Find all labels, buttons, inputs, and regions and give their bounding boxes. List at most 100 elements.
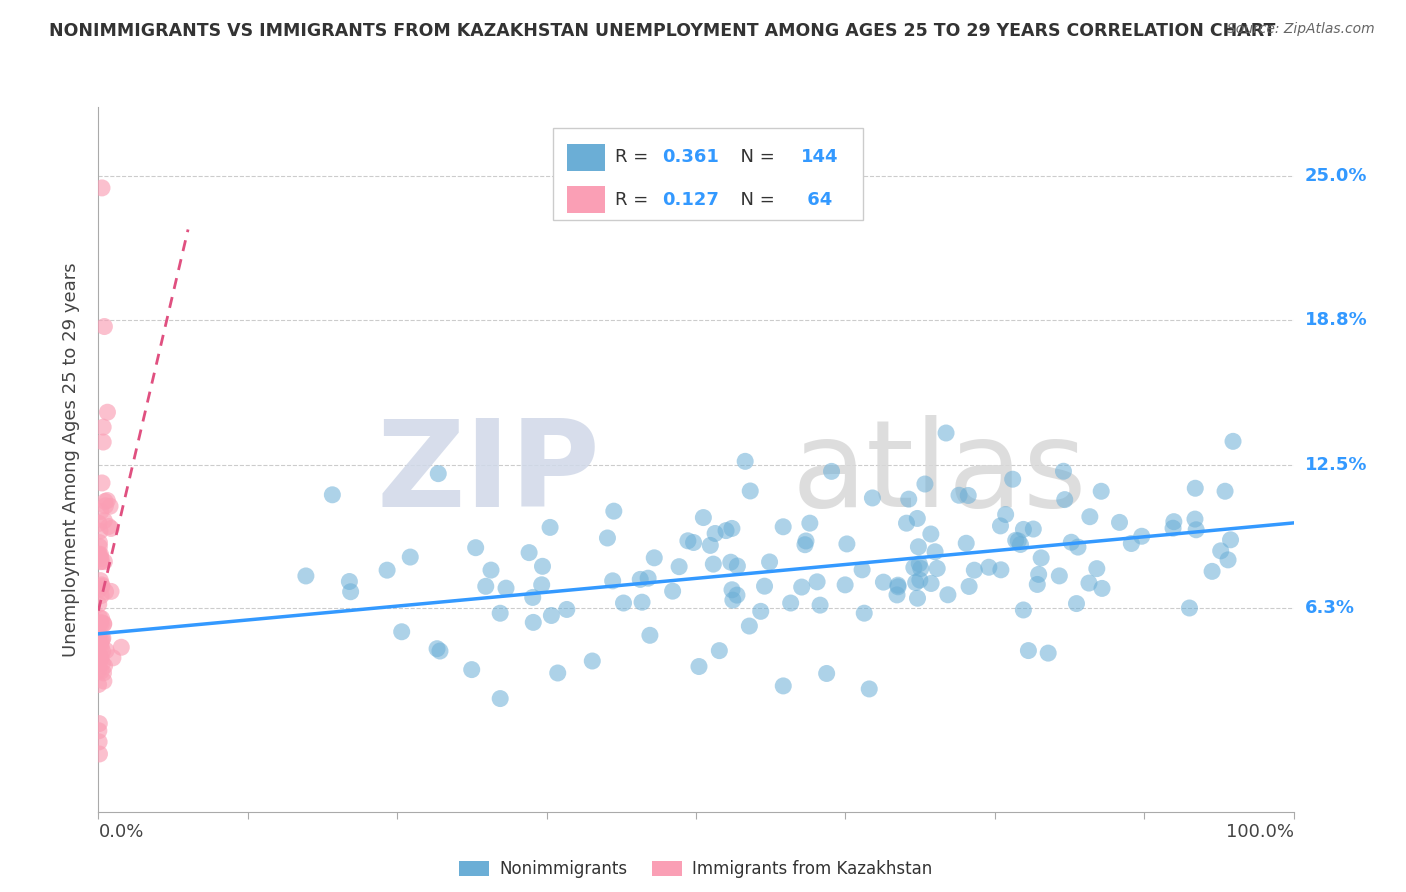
Legend: Nonimmigrants, Immigrants from Kazakhstan: Nonimmigrants, Immigrants from Kazakhsta… bbox=[453, 853, 939, 885]
Point bbox=[87, 628, 110, 642]
Point bbox=[1060, 535, 1083, 549]
Point bbox=[90, 615, 112, 630]
Point bbox=[904, 575, 927, 590]
Point bbox=[1022, 522, 1045, 536]
Point bbox=[1067, 540, 1090, 554]
Point bbox=[94, 499, 117, 513]
Point bbox=[91, 475, 114, 490]
Point bbox=[91, 632, 114, 647]
Point bbox=[93, 616, 115, 631]
Point bbox=[1213, 484, 1236, 499]
Point bbox=[89, 747, 111, 761]
Point bbox=[531, 559, 554, 574]
Point bbox=[714, 524, 737, 538]
Point bbox=[631, 595, 654, 609]
Point bbox=[887, 580, 910, 594]
Point bbox=[90, 617, 112, 632]
Point bbox=[734, 454, 756, 468]
Point bbox=[495, 581, 517, 595]
Point bbox=[91, 420, 114, 434]
Point bbox=[555, 602, 578, 616]
Point bbox=[709, 643, 731, 657]
Point bbox=[93, 665, 115, 680]
Point bbox=[100, 584, 122, 599]
Point bbox=[1026, 577, 1049, 591]
Point bbox=[749, 604, 772, 618]
Point bbox=[738, 619, 761, 633]
Point bbox=[429, 644, 451, 658]
Point bbox=[851, 563, 873, 577]
Point bbox=[603, 504, 626, 518]
Point bbox=[910, 561, 932, 575]
Point bbox=[955, 536, 977, 550]
Point bbox=[1052, 464, 1074, 478]
Point bbox=[91, 435, 114, 450]
Point bbox=[489, 691, 512, 706]
Point bbox=[89, 574, 111, 588]
Point bbox=[1012, 523, 1035, 537]
Point bbox=[90, 651, 112, 665]
Point bbox=[1038, 646, 1060, 660]
Point bbox=[799, 516, 821, 531]
Point bbox=[806, 574, 828, 589]
Point bbox=[89, 656, 111, 670]
Point bbox=[295, 569, 318, 583]
Point bbox=[90, 554, 112, 568]
Point bbox=[1078, 509, 1101, 524]
Point bbox=[94, 584, 117, 599]
Point bbox=[676, 533, 699, 548]
Point bbox=[93, 674, 115, 689]
Point bbox=[339, 584, 361, 599]
Point bbox=[87, 629, 110, 643]
Point bbox=[1007, 533, 1029, 548]
Point bbox=[89, 524, 111, 538]
Point bbox=[538, 520, 561, 534]
Point bbox=[682, 535, 704, 549]
Point bbox=[907, 540, 929, 554]
Point bbox=[1209, 544, 1232, 558]
Point bbox=[1108, 516, 1130, 530]
Point bbox=[927, 561, 949, 575]
Point bbox=[100, 521, 122, 535]
Point bbox=[1031, 550, 1053, 565]
Point bbox=[914, 477, 936, 491]
Point bbox=[721, 521, 744, 535]
Point bbox=[87, 582, 110, 597]
Point bbox=[90, 580, 112, 594]
Point bbox=[110, 640, 132, 655]
Point bbox=[790, 580, 813, 594]
Point bbox=[720, 555, 742, 569]
Point bbox=[936, 588, 959, 602]
Point bbox=[337, 574, 360, 589]
Bar bbox=[567, 186, 605, 213]
Point bbox=[1001, 472, 1024, 486]
Point bbox=[96, 643, 118, 657]
Point bbox=[721, 582, 744, 597]
Y-axis label: Unemployment Among Ages 25 to 29 years: Unemployment Among Ages 25 to 29 years bbox=[62, 262, 80, 657]
Point bbox=[375, 563, 398, 577]
Point bbox=[1012, 603, 1035, 617]
Text: atlas: atlas bbox=[792, 415, 1087, 532]
Point bbox=[87, 677, 110, 691]
Point bbox=[948, 488, 970, 502]
Text: 25.0%: 25.0% bbox=[1305, 168, 1367, 186]
Point bbox=[1017, 643, 1039, 657]
Point bbox=[96, 405, 118, 419]
Point bbox=[96, 493, 118, 508]
Text: 144: 144 bbox=[801, 148, 838, 167]
Point bbox=[602, 574, 624, 588]
Point bbox=[91, 644, 114, 658]
Point bbox=[772, 679, 794, 693]
Point bbox=[872, 575, 894, 590]
Point bbox=[1053, 492, 1076, 507]
Point bbox=[612, 596, 634, 610]
Text: 100.0%: 100.0% bbox=[1226, 823, 1294, 841]
Point bbox=[1130, 529, 1153, 543]
Point bbox=[90, 611, 112, 625]
Point bbox=[1010, 537, 1032, 551]
Point bbox=[87, 597, 110, 611]
Point bbox=[93, 555, 115, 569]
Point bbox=[97, 519, 120, 533]
Point bbox=[522, 615, 544, 630]
Point bbox=[90, 551, 112, 566]
